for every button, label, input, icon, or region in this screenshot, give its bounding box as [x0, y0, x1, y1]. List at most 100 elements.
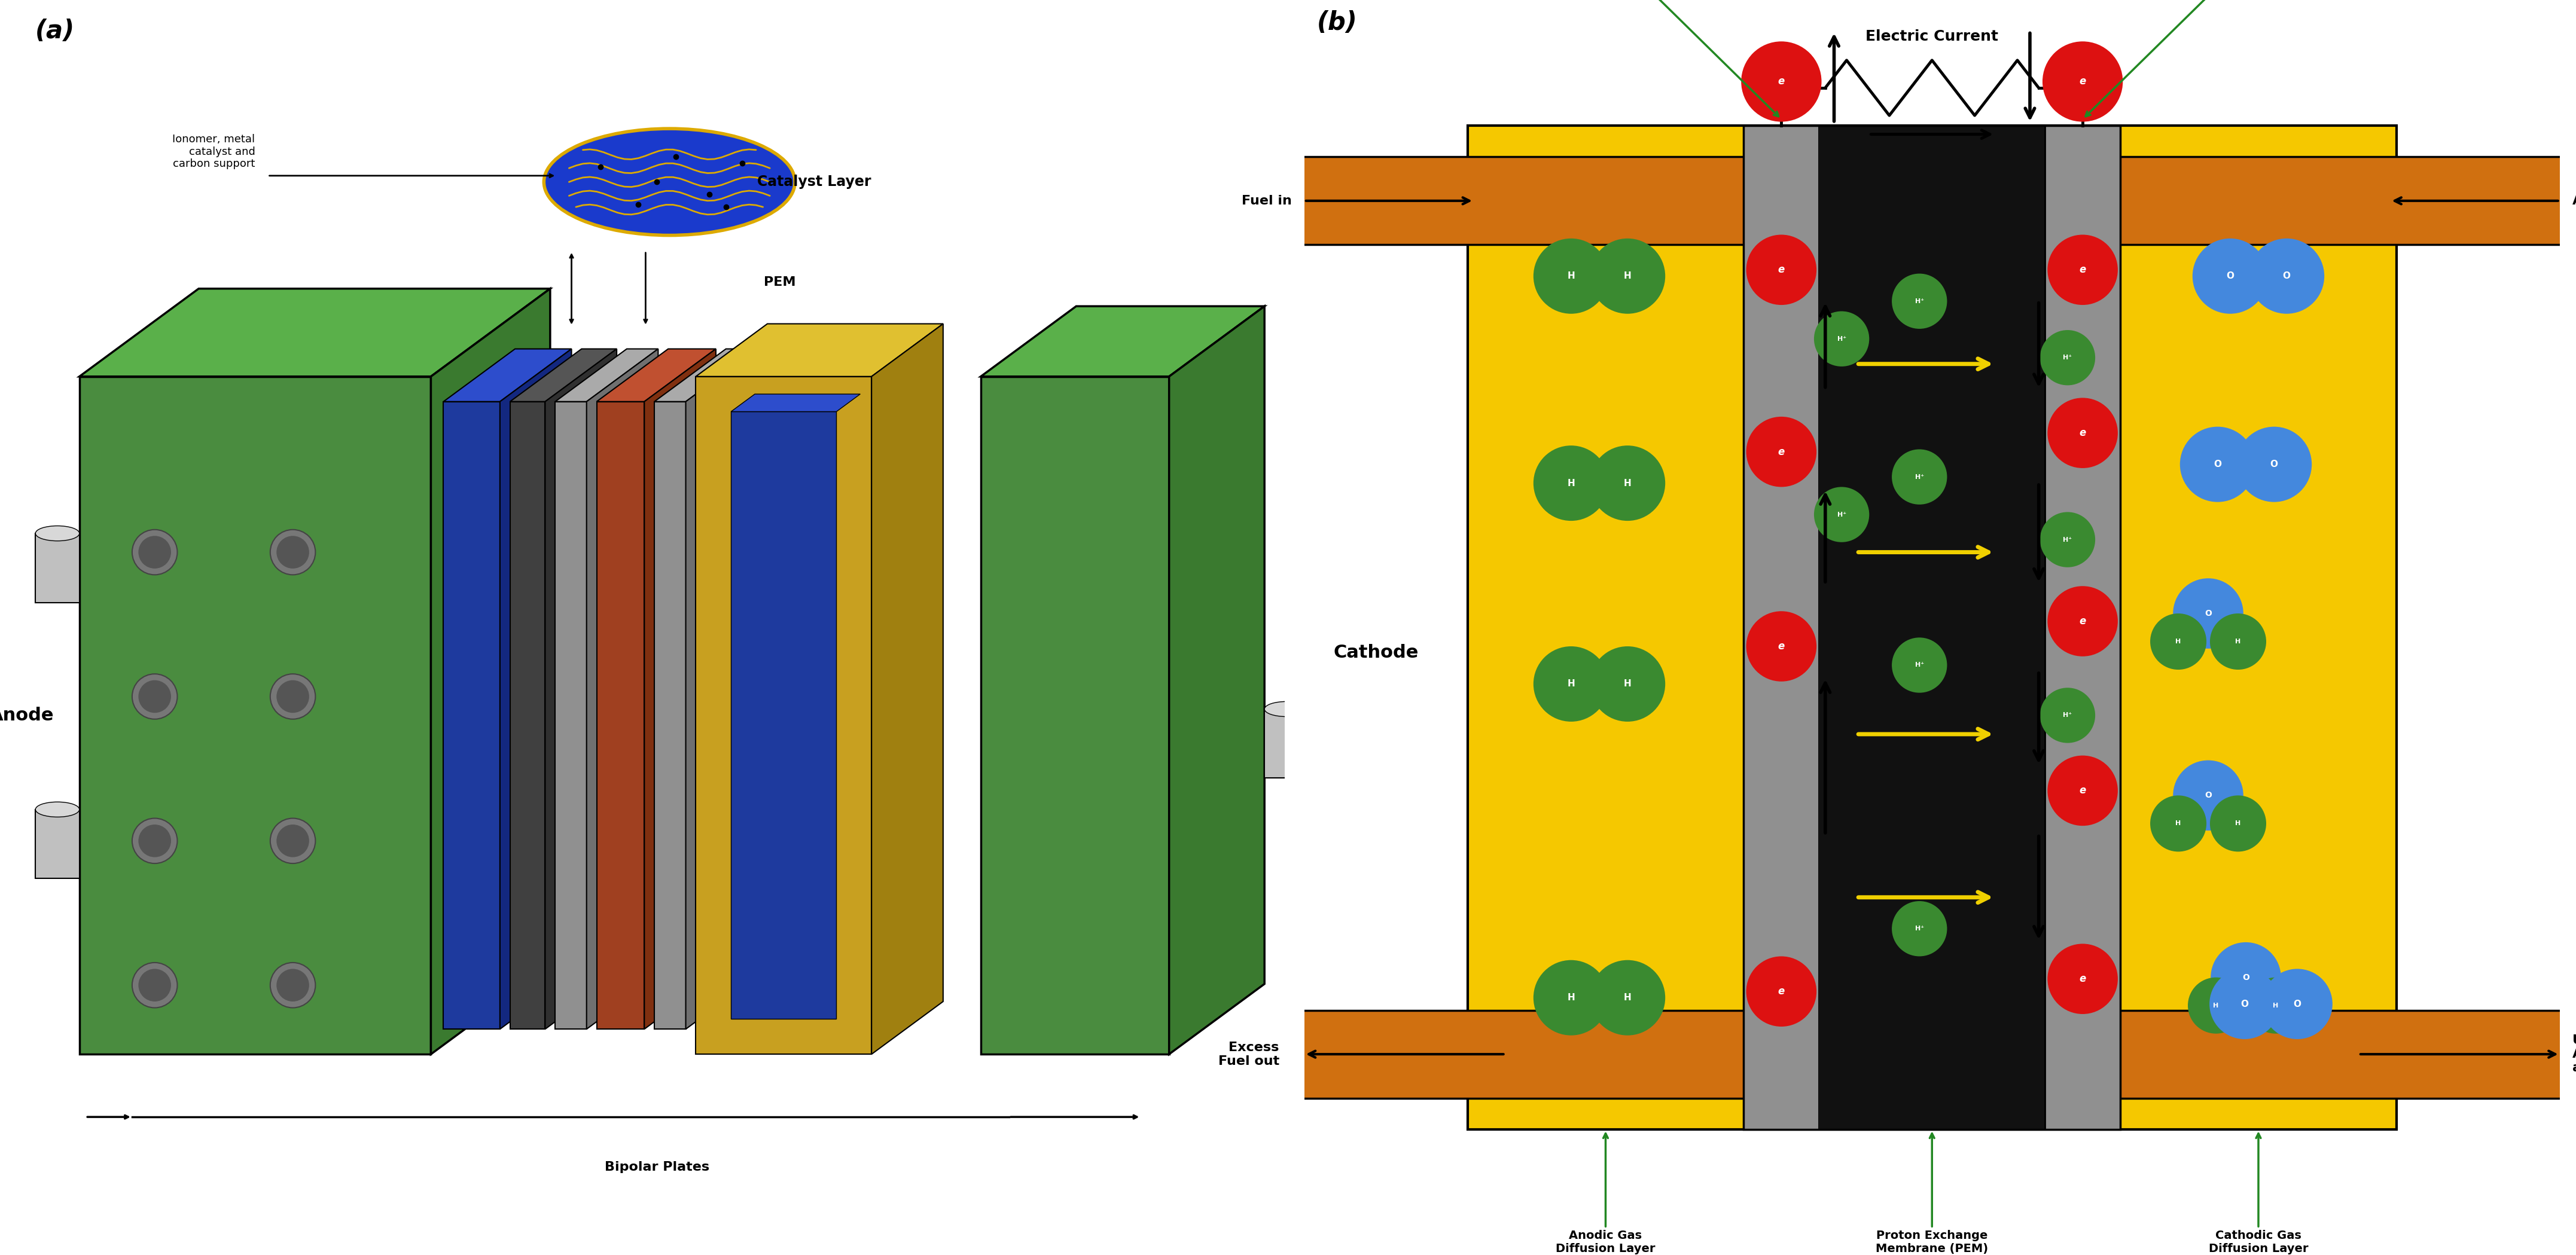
Text: Air in: Air in — [2573, 195, 2576, 207]
Polygon shape — [510, 402, 546, 1029]
Circle shape — [1533, 960, 1610, 1035]
Text: H⁺: H⁺ — [2063, 713, 2071, 718]
Text: H: H — [2236, 821, 2241, 827]
Polygon shape — [80, 376, 430, 1054]
Polygon shape — [80, 289, 551, 377]
Text: Ionomer, metal
catalyst and
carbon support: Ionomer, metal catalyst and carbon suppo… — [173, 134, 255, 169]
Text: H⁺: H⁺ — [2063, 355, 2071, 360]
Text: e: e — [1777, 447, 1785, 457]
Text: PEM: PEM — [762, 276, 796, 289]
Circle shape — [2048, 586, 2117, 656]
Circle shape — [1814, 311, 1870, 366]
Text: e: e — [1777, 986, 1785, 996]
Circle shape — [2187, 978, 2244, 1034]
Bar — [1819, 126, 1862, 1130]
Circle shape — [2262, 969, 2331, 1039]
Text: Unused
Air, Water,
and Heat: Unused Air, Water, and Heat — [2573, 1034, 2576, 1074]
Circle shape — [2048, 235, 2117, 305]
Circle shape — [1891, 638, 1947, 693]
Text: Catalyst Layer: Catalyst Layer — [757, 174, 871, 190]
Text: H: H — [1566, 993, 1574, 1003]
Circle shape — [131, 963, 178, 1008]
Text: Anodic
Catalyst Layer: Anodic Catalyst Layer — [1535, 0, 1777, 117]
Circle shape — [270, 530, 314, 575]
Circle shape — [2210, 969, 2280, 1039]
Bar — [1468, 126, 2396, 1130]
Text: e: e — [2079, 265, 2087, 275]
Bar — [1744, 126, 1819, 1130]
Polygon shape — [644, 349, 716, 1029]
Text: H⁺: H⁺ — [1914, 663, 1924, 668]
Text: O: O — [2226, 271, 2233, 281]
Ellipse shape — [544, 128, 796, 235]
Text: H: H — [1623, 679, 1631, 689]
Circle shape — [2249, 978, 2303, 1034]
Polygon shape — [556, 402, 587, 1029]
Text: H: H — [1566, 478, 1574, 488]
Ellipse shape — [36, 802, 80, 817]
Text: Proton Exchange
Membrane (PEM): Proton Exchange Membrane (PEM) — [1875, 1133, 1989, 1255]
Text: Bipolar Plates: Bipolar Plates — [605, 1161, 708, 1173]
Circle shape — [2174, 761, 2244, 831]
Bar — [2045, 126, 2120, 1130]
Polygon shape — [443, 402, 500, 1029]
Polygon shape — [981, 376, 1170, 1054]
Text: Cathode: Cathode — [1334, 644, 1419, 661]
Bar — [2045, 126, 2089, 1130]
Text: H⁺: H⁺ — [1837, 336, 1847, 341]
Polygon shape — [546, 349, 616, 1029]
Circle shape — [2236, 427, 2311, 502]
Polygon shape — [500, 349, 572, 1029]
Circle shape — [2210, 614, 2267, 670]
Circle shape — [1891, 901, 1947, 956]
Text: H: H — [2272, 1003, 2280, 1009]
Bar — [2117, 1010, 2576, 1098]
Text: Anode: Anode — [0, 707, 54, 724]
Text: e: e — [2079, 616, 2087, 626]
Polygon shape — [36, 809, 80, 878]
Text: Cathodic Gas
Diffusion Layer: Cathodic Gas Diffusion Layer — [2208, 1133, 2308, 1255]
Text: Excess
Fuel out: Excess Fuel out — [1218, 1042, 1280, 1067]
Text: H: H — [2177, 639, 2182, 645]
Polygon shape — [696, 324, 943, 377]
Circle shape — [276, 680, 309, 713]
Text: O: O — [2205, 791, 2213, 799]
Circle shape — [1589, 238, 1664, 314]
Polygon shape — [510, 349, 616, 402]
Bar — [2117, 157, 2576, 245]
Text: O: O — [2241, 973, 2249, 981]
Circle shape — [139, 825, 170, 857]
Text: O: O — [2213, 459, 2221, 469]
Circle shape — [139, 969, 170, 1001]
Circle shape — [2043, 41, 2123, 122]
Polygon shape — [732, 412, 837, 1019]
Circle shape — [1891, 274, 1947, 329]
Circle shape — [270, 963, 314, 1008]
Text: Cathodic
Catalyst Layer: Cathodic Catalyst Layer — [2087, 0, 2329, 117]
Circle shape — [1533, 238, 1610, 314]
Text: H: H — [2177, 821, 2182, 827]
Circle shape — [1891, 449, 1947, 505]
Polygon shape — [36, 533, 80, 602]
Text: e: e — [1777, 77, 1785, 87]
Text: O: O — [2205, 609, 2213, 617]
Text: Fuel in: Fuel in — [1242, 195, 1291, 207]
Text: O: O — [2241, 999, 2249, 1009]
Circle shape — [276, 536, 309, 569]
Circle shape — [2210, 796, 2267, 852]
Text: Gas Diffusion Layer: Gas Diffusion Layer — [598, 358, 742, 370]
Circle shape — [270, 818, 314, 863]
Polygon shape — [556, 349, 657, 402]
Text: e: e — [2079, 974, 2087, 984]
Circle shape — [139, 680, 170, 713]
Circle shape — [1589, 960, 1664, 1035]
Text: H: H — [2213, 1003, 2218, 1009]
Circle shape — [1747, 611, 1816, 681]
Text: H⁺: H⁺ — [1837, 512, 1847, 517]
Circle shape — [2040, 688, 2094, 743]
Text: Anodic Gas
Diffusion Layer: Anodic Gas Diffusion Layer — [1556, 1133, 1656, 1255]
Text: H: H — [1566, 271, 1574, 281]
Polygon shape — [443, 349, 572, 402]
Circle shape — [131, 530, 178, 575]
Text: H: H — [2236, 639, 2241, 645]
